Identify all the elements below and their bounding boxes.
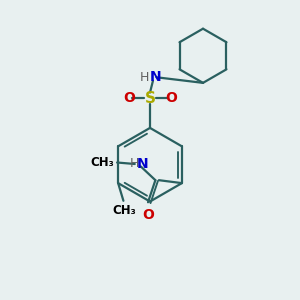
Text: O: O (142, 208, 154, 222)
Text: H: H (140, 71, 149, 84)
Text: CH₃: CH₃ (112, 204, 136, 217)
Text: H: H (130, 158, 140, 170)
Text: O: O (165, 92, 177, 106)
Text: S: S (145, 91, 155, 106)
Text: N: N (137, 157, 148, 171)
Text: N: N (149, 70, 161, 84)
Text: CH₃: CH₃ (90, 156, 114, 169)
Text: O: O (123, 92, 135, 106)
